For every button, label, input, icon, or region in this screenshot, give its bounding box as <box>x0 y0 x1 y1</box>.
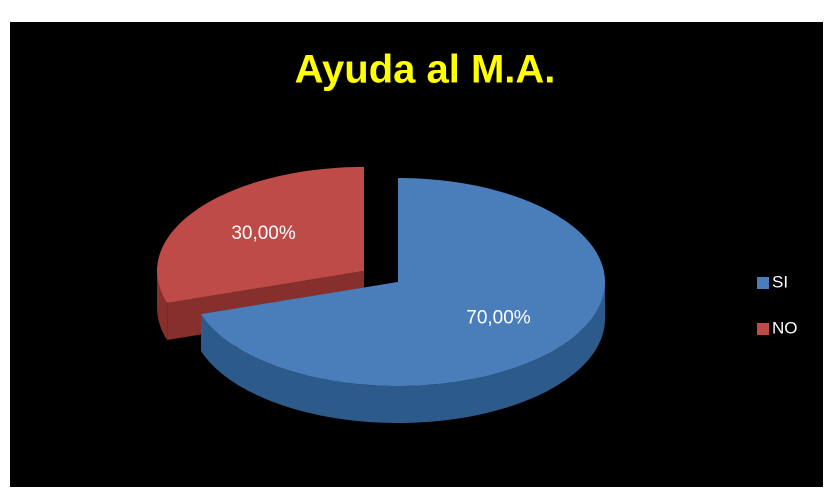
value-label: 30,00% <box>231 223 296 244</box>
pie: 30,00% 70,00% <box>157 166 605 423</box>
chart-title: Ayuda al M.A. <box>295 48 556 92</box>
legend-label: NO <box>772 318 798 337</box>
slice-side <box>201 282 605 423</box>
value-label: 70,00% <box>466 308 531 329</box>
legend-label: SI <box>772 272 788 291</box>
legend: SI NO <box>757 272 798 337</box>
slice <box>201 178 605 386</box>
slice-side <box>157 270 168 340</box>
legend-swatch <box>757 323 769 335</box>
slice <box>157 166 364 303</box>
legend-swatch <box>757 277 769 289</box>
